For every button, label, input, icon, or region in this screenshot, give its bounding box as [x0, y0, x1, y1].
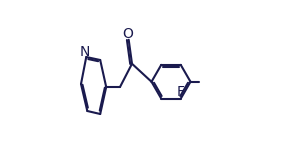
- Text: O: O: [122, 27, 133, 41]
- Text: N: N: [79, 45, 90, 59]
- Text: F: F: [177, 85, 185, 99]
